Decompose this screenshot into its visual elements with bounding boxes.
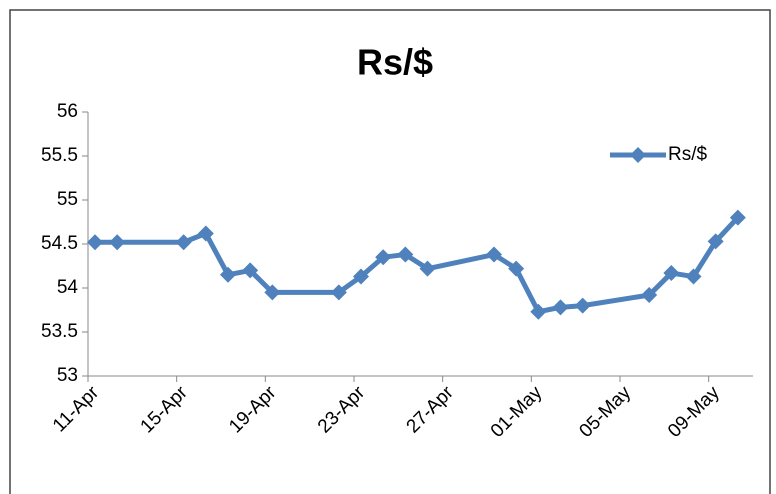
y-tick-label: 56	[57, 101, 78, 122]
y-tick-label: 55.5	[41, 145, 78, 166]
point	[264, 284, 281, 301]
point	[220, 266, 236, 283]
point	[197, 225, 214, 242]
point	[663, 265, 680, 282]
point	[574, 297, 591, 314]
point	[552, 299, 569, 316]
point	[175, 234, 192, 251]
y-tick-label: 53	[57, 365, 78, 386]
point	[729, 209, 746, 226]
y-tick-label: 54	[57, 277, 79, 298]
point	[685, 268, 702, 285]
point	[419, 260, 436, 277]
chart-title: Rs/$	[357, 42, 433, 83]
y-tick-label: 53.5	[41, 321, 78, 342]
point	[109, 234, 126, 251]
point	[353, 268, 369, 285]
point	[87, 234, 103, 251]
y-tick-label: 55	[57, 189, 78, 210]
y-tick-label: 54.5	[41, 233, 78, 254]
point	[530, 303, 547, 320]
legend-label: Rs/$	[668, 144, 708, 165]
point	[397, 246, 414, 263]
point	[330, 284, 347, 301]
series-line	[95, 215, 740, 315]
point	[242, 262, 259, 279]
legend-marker	[630, 147, 646, 163]
chart-frame	[9, 9, 771, 494]
point	[508, 260, 525, 277]
point	[375, 249, 392, 266]
point	[486, 246, 502, 263]
point	[641, 287, 658, 304]
point	[707, 233, 724, 250]
